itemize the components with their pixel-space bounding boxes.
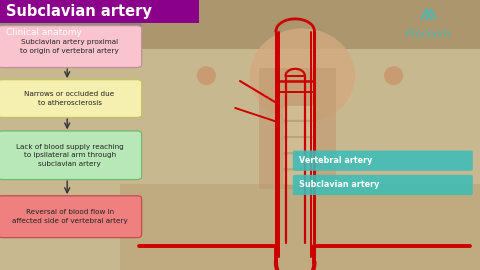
Text: Clinical anatomy: Clinical anatomy [6, 28, 82, 37]
Text: Reversal of blood flow in
affected side of vertebral artery: Reversal of blood flow in affected side … [12, 210, 128, 224]
Text: Proceum: Proceum [406, 29, 452, 39]
Text: Lack of blood supply reaching
to ipsilateral arm through
subclavian artery: Lack of blood supply reaching to ipsilat… [16, 144, 123, 167]
FancyBboxPatch shape [0, 26, 142, 68]
Text: Subclavian artery: Subclavian artery [6, 4, 152, 19]
Bar [0, 0, 199, 23]
Text: Narrows or occluded due
to atherosclerosis: Narrows or occluded due to atheroscleros… [24, 91, 115, 106]
FancyBboxPatch shape [0, 80, 142, 117]
Ellipse shape [384, 66, 403, 85]
Bar [259, 68, 336, 189]
FancyBboxPatch shape [0, 131, 142, 180]
FancyBboxPatch shape [293, 175, 473, 195]
FancyBboxPatch shape [293, 150, 473, 171]
Text: Subclavian artery proximal
to origin of vertebral artery: Subclavian artery proximal to origin of … [20, 39, 119, 54]
FancyBboxPatch shape [283, 138, 314, 153]
FancyBboxPatch shape [283, 122, 314, 136]
Bar [120, 0, 480, 49]
Ellipse shape [197, 66, 216, 85]
FancyBboxPatch shape [283, 170, 314, 185]
FancyBboxPatch shape [283, 154, 314, 169]
Ellipse shape [250, 28, 355, 123]
FancyBboxPatch shape [0, 196, 142, 238]
Text: Subclavian artery: Subclavian artery [299, 180, 379, 190]
FancyBboxPatch shape [283, 105, 314, 120]
Text: Vertebral artery: Vertebral artery [299, 156, 372, 165]
FancyBboxPatch shape [0, 23, 142, 42]
Bar [120, 184, 480, 270]
